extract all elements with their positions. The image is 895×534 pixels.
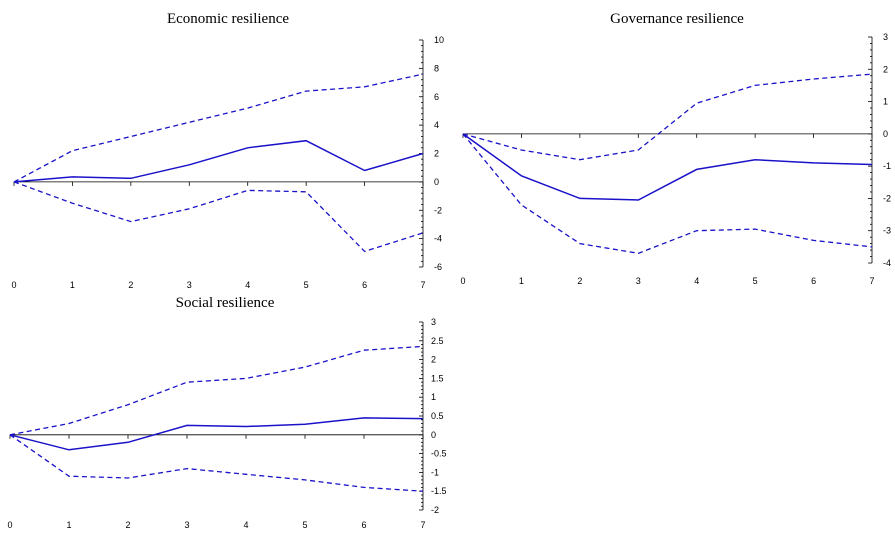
plot-area: 10 8 6 4 2 0 -2 -4 -6 0 1 2 3 4 5 6 7	[11, 35, 444, 290]
x-tick-label: 7	[420, 280, 425, 290]
x-tick-label: 0	[460, 276, 465, 286]
y-tick-label: -4	[434, 234, 442, 244]
y-tick-label: -0.5	[431, 449, 447, 459]
y-tick-label: 0	[434, 177, 439, 187]
lower-bound-line	[462, 133, 873, 254]
response-line	[9, 417, 424, 451]
y-tick-label: -3	[883, 226, 891, 236]
y-tick-label: 1	[883, 97, 888, 107]
y-tick-label: 3	[431, 317, 436, 327]
y-tick-label: 0	[883, 129, 888, 139]
x-tick-label: 2	[577, 276, 582, 286]
y-tick-label: 1.5	[431, 373, 444, 383]
y-tick-label: 2	[431, 355, 436, 365]
y-tick-label: 8	[434, 63, 439, 73]
x-tick-label: 6	[362, 280, 367, 290]
y-tick-label: -4	[883, 258, 891, 268]
y-tick-label: -1	[431, 467, 439, 477]
x-tick-label: 6	[361, 520, 366, 530]
y-tick-label: 0	[431, 430, 436, 440]
x-tick-label: 7	[869, 276, 874, 286]
y-tick-label: -2	[883, 193, 891, 203]
y-tick-label: 2	[434, 149, 439, 159]
x-tick-label: 4	[245, 280, 250, 290]
x-tick-label: 0	[11, 280, 16, 290]
x-tick-label: 5	[302, 520, 307, 530]
x-tick-label: 6	[811, 276, 816, 286]
chart-title: Governance resilience	[610, 11, 744, 27]
y-tick-label: 2.5	[431, 336, 444, 346]
plot-area: 3 2.5 2 1.5 1 0.5 0 -0.5 -1 -1.5 -2 0 1 2 3 4 5 6 7	[7, 317, 446, 530]
x-tick-label: 1	[519, 276, 524, 286]
chart-title: Social resilience	[176, 295, 275, 311]
x-tick-label: 5	[753, 276, 758, 286]
y-tick-label: -2	[434, 205, 442, 215]
upper-bound-line	[462, 73, 873, 161]
lower-bound-line	[9, 434, 424, 492]
y-tick-label: 10	[434, 35, 444, 45]
x-tick-label: 3	[184, 520, 189, 530]
plot-area: 3 2 1 0 -1 -2 -3 -4 0 1 2 3 4 5 6 7	[460, 32, 891, 286]
y-tick-label: -2	[431, 505, 439, 515]
y-tick-label: 3	[883, 32, 888, 42]
y-tick-label: 1	[431, 392, 436, 402]
panel-governance-resilience: Governance resilience 3 2 1 0 -1 -2 -3 -4 0 1 2 3 4 5…	[460, 11, 891, 286]
x-tick-label: 1	[70, 280, 75, 290]
upper-bound-line	[9, 345, 424, 436]
y-tick-label: -1	[883, 161, 891, 171]
y-tick-label: 6	[434, 92, 439, 102]
x-tick-label: 5	[304, 280, 309, 290]
x-tick-label: 2	[128, 280, 133, 290]
y-tick-label: 4	[434, 120, 439, 130]
lower-bound-line	[13, 181, 424, 253]
response-line	[462, 133, 873, 201]
x-tick-label: 3	[187, 280, 192, 290]
x-tick-label: 1	[66, 520, 71, 530]
y-tick-label: -6	[434, 262, 442, 272]
x-tick-label: 4	[243, 520, 248, 530]
y-tick-label: 2	[883, 64, 888, 74]
panel-economic-resilience: Economic resilience 10 8 6 4 2 0 -2 -4 -6 0 1 2 3 4 5 6…	[11, 11, 444, 290]
panel-social-resilience: Social resilience 3 2.5 2 1.5 1 0.5 0 -0.5 -1 -1.…	[7, 295, 446, 530]
upper-bound-line	[13, 73, 424, 183]
y-tick-label: -1.5	[431, 486, 447, 496]
chart-title: Economic resilience	[167, 11, 289, 27]
x-tick-label: 2	[125, 520, 130, 530]
response-line	[13, 139, 424, 183]
x-tick-label: 4	[694, 276, 699, 286]
x-tick-label: 7	[420, 520, 425, 530]
x-tick-label: 0	[7, 520, 12, 530]
y-tick-label: 0.5	[431, 411, 444, 421]
x-tick-label: 3	[636, 276, 641, 286]
